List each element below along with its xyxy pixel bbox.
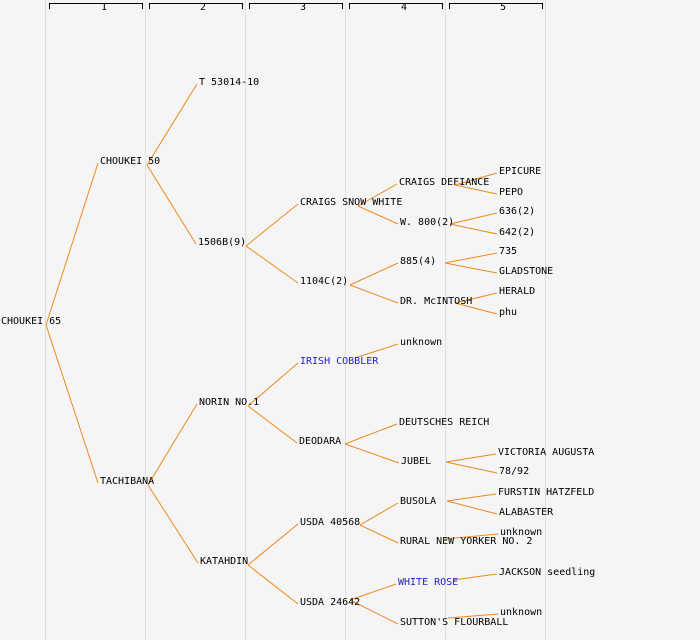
pedigree-edge (349, 599, 399, 625)
pedigree-edge (357, 205, 399, 225)
pedigree-edge (247, 564, 299, 605)
tree-node-label: 636(2) (499, 206, 536, 217)
pedigree-edge (349, 583, 397, 601)
pedigree-edge (444, 262, 498, 274)
generation-number: 3 (299, 2, 307, 13)
tree-node-label: unknown (500, 607, 543, 618)
tree-node-label: CHOUKEI 65 (1, 316, 62, 327)
generation-number: 4 (400, 2, 408, 13)
tree-node-label: USDA 24642 (300, 597, 361, 608)
tree-node-label: BUSOLA (400, 496, 437, 507)
tree-node-label: GLADSTONE (499, 266, 554, 277)
pedigree-edge (146, 83, 198, 166)
pedigree-edge (359, 502, 399, 526)
tree-node-label: VICTORIA AUGUSTA (498, 447, 595, 458)
pedigree-edge (245, 245, 299, 284)
pedigree-edge (354, 343, 399, 359)
pedigree-edge (454, 292, 498, 304)
tree-node-label: USDA 40568 (300, 517, 361, 528)
tree-node-label: NORIN NO.1 (199, 397, 260, 408)
tree-node-label: 885(4) (400, 256, 437, 267)
tree-node-link[interactable]: WHITE ROSE (398, 577, 459, 588)
pedigree-edge (446, 493, 497, 502)
pedigree-edge (349, 262, 399, 286)
tree-node-label: 735 (499, 246, 518, 257)
pedigree-edge (247, 523, 299, 566)
tree-node-label: CHOUKEI 50 (100, 156, 161, 167)
pedigree-edge (344, 443, 400, 464)
pedigree-edge (446, 500, 498, 515)
pedigree-edge (454, 172, 498, 186)
pedigree-edge (344, 423, 398, 445)
pedigree-edge (447, 613, 499, 619)
tree-node-label: JUBEL (401, 456, 432, 467)
tree-node-label: W. 800(2) (400, 217, 455, 228)
pedigree-edge (445, 461, 498, 474)
pedigree-edge (449, 212, 498, 225)
pedigree-edge (147, 484, 199, 564)
tree-node-label: TACHIBANA (100, 476, 155, 487)
tree-node-label: DR. McINTOSH (400, 296, 473, 307)
tree-node-label: SUTTON'S FLOURBALL (400, 617, 509, 628)
pedigree-edge (147, 403, 198, 486)
pedigree-edge (359, 524, 399, 544)
pedigree-edge (445, 453, 497, 463)
pedigree-edge (247, 362, 299, 407)
tree-node-label: 642(2) (499, 227, 536, 238)
tree-node-label: unknown (500, 527, 543, 538)
pedigree-edge (45, 324, 99, 484)
pedigree-edge (444, 533, 499, 540)
tree-node-label: KATAHDIN (200, 556, 249, 567)
pedigree-edge (45, 162, 99, 326)
tree-node-label: ALABASTER (499, 507, 554, 518)
tree-node-label: unknown (400, 337, 443, 348)
generation-number: 2 (199, 2, 207, 13)
pedigree-edge (146, 164, 197, 245)
tree-node-label: PEPO (499, 187, 524, 198)
tree-node-label: phu (499, 307, 518, 318)
pedigree-edge (454, 302, 498, 315)
generation-number: 5 (499, 2, 507, 13)
tree-node-label: CRAIGS SNOW WHITE (300, 197, 403, 208)
generation-number: 1 (100, 2, 108, 13)
tree-node-link[interactable]: IRISH COBBLER (300, 356, 379, 367)
tree-node-label: 1104C(2) (300, 276, 349, 287)
tree-node-label: T 53014-10 (199, 77, 260, 88)
tree-node-label: FURSTIN HATZFELD (498, 487, 595, 498)
tree-node-label: 1506B(9) (198, 237, 247, 248)
tree-node-label: JACKSON seedling (499, 567, 596, 578)
pedigree-edge (349, 284, 399, 304)
pedigree-edge (449, 223, 498, 235)
tree-node-label: DEODARA (299, 436, 342, 447)
pedigree-edge (444, 252, 498, 264)
pedigree-edge (452, 573, 498, 581)
pedigree-edge (357, 183, 398, 207)
tree-node-label: HERALD (499, 286, 536, 297)
tree-node-label: CRAIGS DEFIANCE (399, 177, 490, 188)
tree-node-label: 78/92 (499, 466, 530, 477)
pedigree-edge (454, 184, 498, 195)
tree-node-label: EPICURE (499, 166, 542, 177)
tree-node-label: DEUTSCHES REICH (399, 417, 490, 428)
pedigree-edge (247, 405, 298, 444)
pedigree-edge (245, 203, 299, 247)
tree-node-label: RURAL NEW YORKER NO. 2 (400, 536, 533, 547)
